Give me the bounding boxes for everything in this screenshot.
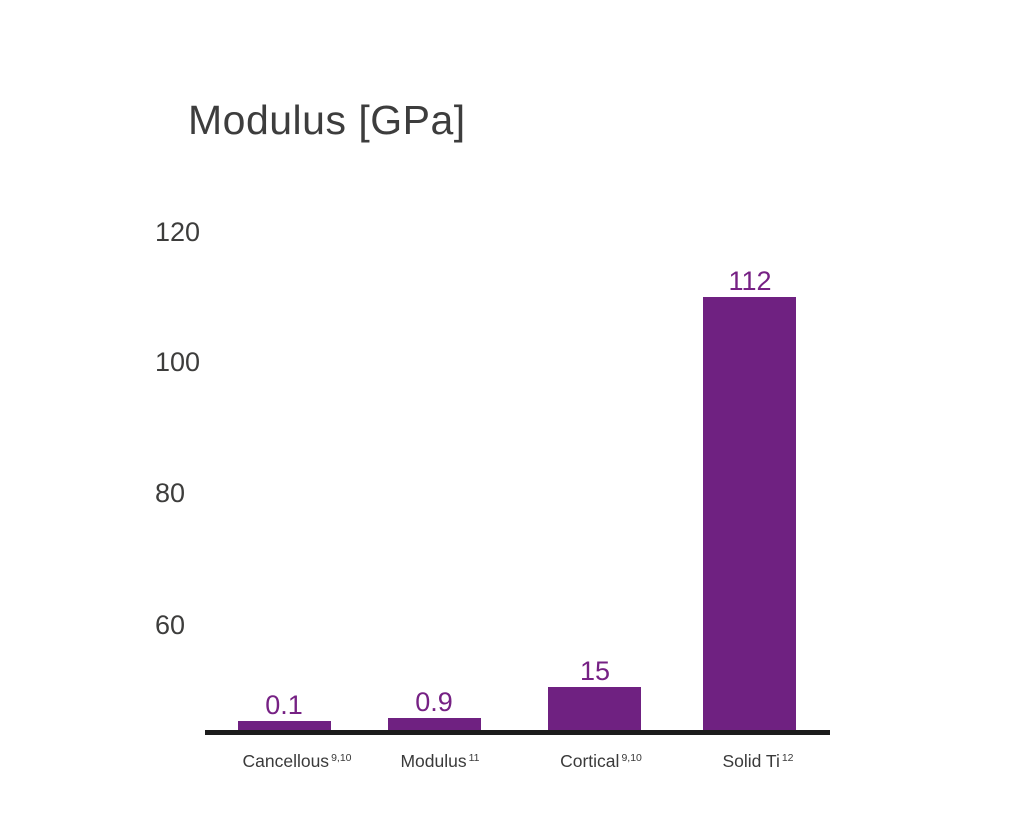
category-superscript: 9,10 xyxy=(621,752,642,764)
y-axis-tick-label: 80 xyxy=(155,478,186,508)
x-axis-line xyxy=(205,730,830,735)
bar-value-label: 0.1 xyxy=(265,690,303,720)
category-text: Solid Ti xyxy=(722,751,780,771)
y-axis-tick-label: 120 xyxy=(155,217,201,247)
bar xyxy=(703,297,796,730)
y-axis-tick-label: 60 xyxy=(155,610,186,640)
bar-value-label: 112 xyxy=(728,266,772,296)
x-axis-category-label: Cortical 9,10 xyxy=(501,751,701,772)
bar xyxy=(388,718,481,730)
x-axis-category-label: Cancellous 9,10 xyxy=(197,751,397,772)
category-superscript: 12 xyxy=(781,752,794,764)
bar xyxy=(238,721,331,730)
bar-value-label: 0.9 xyxy=(415,687,453,717)
x-axis-category-label: Modulus 11 xyxy=(340,751,540,772)
category-text: Cortical xyxy=(560,751,620,771)
category-superscript: 11 xyxy=(468,752,480,764)
chart-title: Modulus [GPa] xyxy=(188,97,466,143)
bar xyxy=(548,687,641,730)
y-axis-tick-label: 100 xyxy=(155,347,201,377)
category-text: Modulus xyxy=(400,751,467,771)
category-superscript: 9,10 xyxy=(331,752,352,764)
x-axis-category-label: Solid Ti 12 xyxy=(658,751,858,772)
category-text: Cancellous xyxy=(242,751,330,771)
bar-value-label: 15 xyxy=(579,656,611,686)
